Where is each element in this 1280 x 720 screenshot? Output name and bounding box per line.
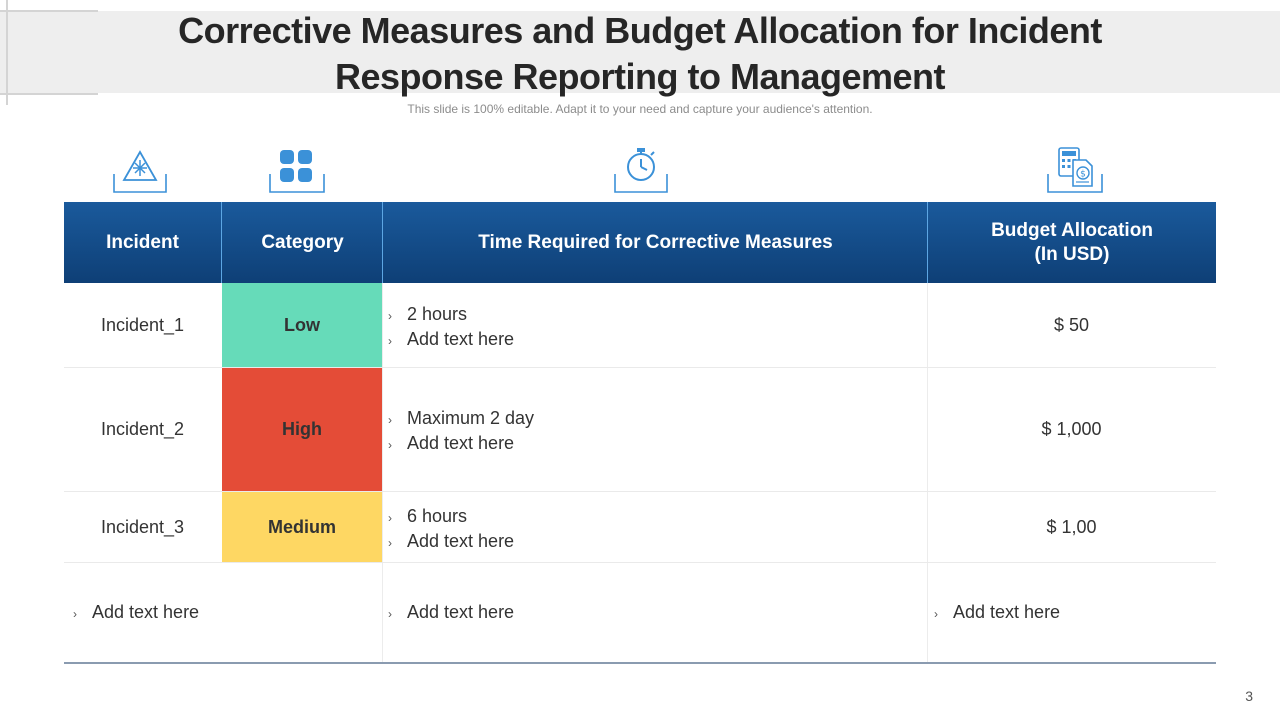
- footer-note-1: › Add text here: [73, 601, 199, 626]
- category-grid-icon: [268, 146, 326, 193]
- column-divider: [927, 283, 928, 663]
- incident-name-2: Incident_2: [100, 419, 185, 439]
- category-badge-medium: Medium: [222, 492, 382, 562]
- budget-value-3: $ 1,00: [1046, 516, 1097, 537]
- time-item: Add text here: [407, 329, 515, 349]
- stopwatch-icon: [613, 146, 669, 193]
- footer-text: Add text here: [953, 602, 1061, 622]
- header-incident: Incident: [64, 202, 221, 283]
- time-item: 2 hours: [407, 304, 468, 324]
- footer-note-3: › Add text here: [934, 601, 1060, 626]
- column-divider: [382, 283, 383, 663]
- header-category: Category: [221, 202, 383, 283]
- footer-text: Add text here: [407, 602, 515, 622]
- time-list-3: › 6 hours › Add text here: [388, 505, 514, 555]
- svg-text:$: $: [1080, 170, 1086, 180]
- title-line-2: Response Reporting to Management: [334, 56, 946, 97]
- page-number: 3: [1245, 688, 1253, 704]
- time-item: 6 hours: [407, 506, 468, 526]
- incident-name-1: Incident_1: [100, 314, 185, 335]
- subtitle: This slide is 100% editable. Adapt it to…: [407, 102, 873, 116]
- header-budget: Budget Allocation (In USD): [927, 202, 1216, 283]
- footer-text: Add text here: [92, 602, 200, 622]
- time-item: Add text here: [407, 433, 515, 453]
- incident-table: Incident Category Time Required for Corr…: [64, 202, 1216, 664]
- corner-decoration: [0, 93, 98, 95]
- chevron-right-icon: ›: [73, 607, 77, 621]
- corner-decoration: [6, 0, 8, 105]
- header-time: Time Required for Corrective Measures: [382, 202, 928, 283]
- chevron-right-icon: ›: [388, 607, 392, 621]
- budget-value-1: $ 50: [1053, 314, 1090, 335]
- row-divider: [64, 562, 1216, 563]
- row-divider: [64, 367, 1216, 368]
- budget-value-2: $ 1,000: [1041, 419, 1102, 439]
- chevron-right-icon: ›: [388, 334, 392, 348]
- category-badge-high: High: [222, 368, 382, 491]
- calculator-budget-icon: $: [1046, 146, 1104, 193]
- warning-triangle-icon: [112, 146, 168, 193]
- page-title: Corrective Measures and Budget Allocatio…: [90, 8, 1190, 100]
- chevron-right-icon: ›: [388, 511, 392, 525]
- chevron-right-icon: ›: [388, 413, 392, 427]
- time-item: Add text here: [407, 531, 515, 551]
- header-budget-line-1: Budget Allocation: [991, 219, 1153, 241]
- header-budget-line-2: (In USD): [1034, 243, 1110, 265]
- time-list-2: › Maximum 2 day › Add text here: [388, 407, 534, 457]
- chevron-right-icon: ›: [388, 309, 392, 323]
- row-divider: [64, 491, 1216, 492]
- title-band: [0, 11, 1280, 93]
- footer-note-2: › Add text here: [388, 601, 514, 626]
- time-list-1: › 2 hours › Add text here: [388, 303, 514, 353]
- time-item: Maximum 2 day: [407, 408, 535, 428]
- corner-decoration: [0, 10, 98, 12]
- category-badge-low: Low: [222, 283, 382, 367]
- title-line-1: Corrective Measures and Budget Allocatio…: [178, 10, 1102, 51]
- table-bottom-border: [64, 662, 1216, 664]
- incident-name-3: Incident_3: [100, 516, 185, 537]
- chevron-right-icon: ›: [388, 438, 392, 452]
- chevron-right-icon: ›: [388, 536, 392, 550]
- chevron-right-icon: ›: [934, 607, 938, 621]
